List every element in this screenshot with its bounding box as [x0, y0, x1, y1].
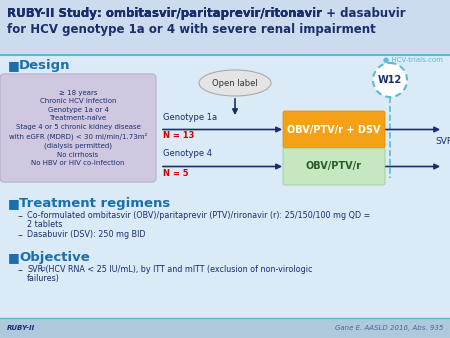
- Text: 12: 12: [449, 144, 450, 149]
- Text: (HCV RNA < 25 IU/mL), by ITT and mITT (exclusion of non-virologic: (HCV RNA < 25 IU/mL), by ITT and mITT (e…: [43, 265, 312, 274]
- FancyBboxPatch shape: [0, 74, 156, 182]
- FancyBboxPatch shape: [283, 111, 385, 148]
- Text: Gane E. AASLD 2016, Abs. 935: Gane E. AASLD 2016, Abs. 935: [335, 325, 443, 331]
- FancyBboxPatch shape: [0, 0, 450, 55]
- Text: –: –: [18, 211, 23, 221]
- Text: Dasabuvir (DSV): 250 mg BID: Dasabuvir (DSV): 250 mg BID: [27, 230, 145, 239]
- Text: RUBY-II Study: ombitasvir/paritaprevir/ritonavir: RUBY-II Study: ombitasvir/paritaprevir/r…: [7, 7, 326, 20]
- Text: ■: ■: [8, 59, 20, 72]
- Text: ≥ 18 years
Chronic HCV infection
Genotype 1a or 4
Treatment-naïve
Stage 4 or 5 c: ≥ 18 years Chronic HCV infection Genotyp…: [9, 90, 147, 166]
- Text: failures): failures): [27, 274, 60, 283]
- Text: Genotype 1a: Genotype 1a: [163, 113, 217, 121]
- Text: OBV/PTV/r: OBV/PTV/r: [306, 162, 362, 171]
- Text: N = 5: N = 5: [163, 169, 189, 177]
- Circle shape: [373, 63, 407, 97]
- Text: –: –: [18, 265, 23, 275]
- Text: RUBY-II Study: ombitasvir/paritaprevir/ritonavir +: RUBY-II Study: ombitasvir/paritaprevir/r…: [7, 7, 336, 20]
- Text: W12: W12: [378, 75, 402, 85]
- Text: SVR: SVR: [27, 265, 43, 274]
- Text: RUBY-II Study: ombitasvir/paritaprevir/ritonavir + dasabuvir: RUBY-II Study: ombitasvir/paritaprevir/r…: [7, 7, 405, 20]
- Text: –: –: [18, 230, 23, 240]
- Text: ■: ■: [8, 251, 20, 264]
- Text: RUBY-II Study: ombitasvir/paritaprevir/ritonavir + dasabuvir: RUBY-II Study: ombitasvir/paritaprevir/r…: [7, 7, 405, 20]
- Text: Open label: Open label: [212, 78, 258, 88]
- Text: OBV/PTV/r + DSV: OBV/PTV/r + DSV: [287, 124, 381, 135]
- Text: RUBY-II Study: ombitasvir/paritaprevir/ritonavir: RUBY-II Study: ombitasvir/paritaprevir/r…: [7, 7, 326, 20]
- Text: Design: Design: [19, 59, 71, 72]
- Text: 2 tablets: 2 tablets: [27, 220, 63, 229]
- Text: ■: ■: [8, 197, 20, 210]
- FancyBboxPatch shape: [283, 148, 385, 185]
- Text: Genotype 4: Genotype 4: [163, 149, 212, 159]
- Text: ● HCV-trials.com: ● HCV-trials.com: [383, 57, 443, 63]
- Text: Co-formulated ombitasvir (OBV)/paritaprevir (PTV)/rironavir (r): 25/150/100 mg Q: Co-formulated ombitasvir (OBV)/paritapre…: [27, 211, 370, 220]
- Text: RUBY-II: RUBY-II: [7, 325, 35, 331]
- FancyBboxPatch shape: [0, 318, 450, 338]
- Text: Objective: Objective: [19, 251, 90, 264]
- Text: for HCV genotype 1a or 4 with severe renal impairment: for HCV genotype 1a or 4 with severe ren…: [7, 23, 376, 36]
- Text: SVR: SVR: [435, 137, 450, 146]
- Text: 12: 12: [39, 267, 46, 272]
- Ellipse shape: [199, 70, 271, 96]
- Text: Treatment regimens: Treatment regimens: [19, 197, 170, 210]
- Text: N = 13: N = 13: [163, 131, 194, 141]
